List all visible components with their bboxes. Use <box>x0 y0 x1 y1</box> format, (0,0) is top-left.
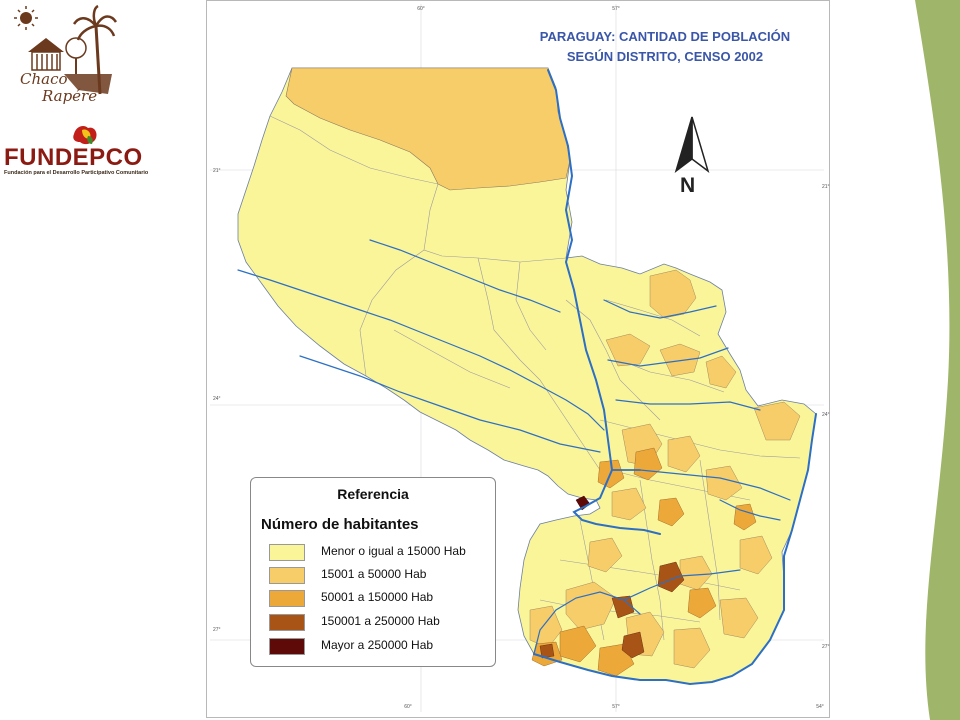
fundepco-logo-text: FUNDEPCO <box>4 144 143 171</box>
legend-label: 150001 a 250000 Hab <box>321 614 440 628</box>
map-title-line2: SEGÚN DISTRITO, CENSO 2002 <box>566 49 764 64</box>
legend-label: Mayor a 250000 Hab <box>321 638 434 652</box>
grid-label-top-60: 60° <box>417 6 425 12</box>
legend-label: Menor o igual a 15000 Hab <box>321 544 466 558</box>
districts-15001-50000 <box>529 269 801 669</box>
chaco-rapere-logo <box>14 4 118 95</box>
fundepco-emblem <box>73 126 97 145</box>
legend-swatch <box>269 590 305 607</box>
legend-label: 50001 a 150000 Hab <box>321 590 434 604</box>
grid-label-right-24: 24° <box>822 412 830 418</box>
legend-swatch <box>269 614 305 631</box>
map-legend: Referencia Número de habitantes Menor o … <box>250 477 496 667</box>
grid-label-left-27: 27° <box>213 627 221 633</box>
grid-label-bottom-60: 60° <box>404 704 412 710</box>
map-title: PARAGUAY: CANTIDAD DE POBLACIÓN SEGÚN DI… <box>500 27 830 67</box>
legend-swatch <box>269 567 305 584</box>
north-arrow-icon <box>674 116 710 173</box>
chaco-logo-text-line2: Rapére <box>42 87 98 105</box>
north-label: N <box>680 174 696 197</box>
legend-swatch <box>269 544 305 561</box>
grid-label-top-57: 57° <box>612 6 620 12</box>
map-title-line1: PARAGUAY: CANTIDAD DE POBLACIÓN <box>539 29 791 44</box>
legend-title: Referencia <box>337 486 409 502</box>
rivers <box>237 69 817 686</box>
legend-label: 15001 a 50000 Hab <box>321 567 427 581</box>
fundepco-tagline: Fundación para el Desarrollo Participati… <box>4 170 149 176</box>
grid-label-bottom-57: 57° <box>612 704 620 710</box>
legend-swatch <box>269 638 305 655</box>
grid-label-left-24: 24° <box>213 396 221 402</box>
grid-label-right-27: 27° <box>822 644 830 650</box>
districts-150001-250000 <box>539 561 685 659</box>
grid-label-left-21: 21° <box>213 168 221 174</box>
grid-label-right-21: 21° <box>822 184 830 190</box>
chaco-logo-text-line1: Chaco <box>20 70 68 88</box>
legend-subtitle: Número de habitantes <box>261 516 419 533</box>
grid-label-bottom-54: 54° <box>816 704 824 710</box>
logo-area: Chaco Rapére FUNDEPCO Fundación para el … <box>0 0 200 200</box>
